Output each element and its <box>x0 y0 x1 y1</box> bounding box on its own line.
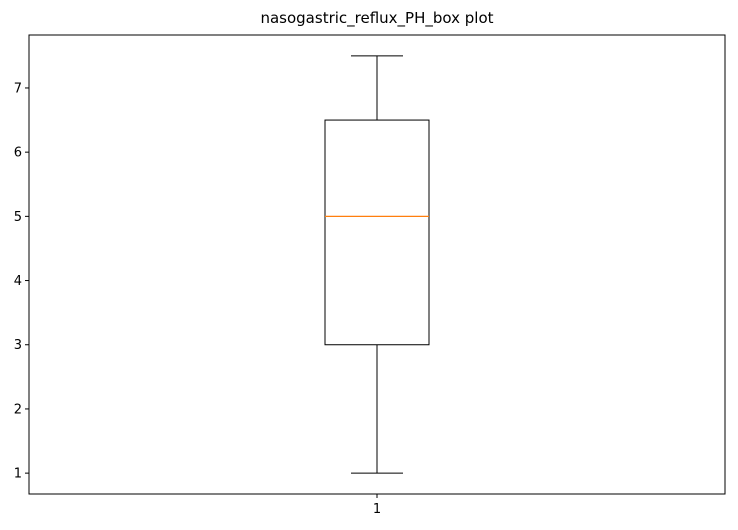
plot-area: 1 2 3 4 5 6 7 1 <box>14 34 726 517</box>
y-tick-label: 5 <box>14 210 22 225</box>
y-tick-label: 1 <box>14 467 22 482</box>
x-tick-label: 1 <box>373 502 381 517</box>
box <box>324 119 430 346</box>
y-tick-label: 2 <box>14 402 22 417</box>
y-tick-label: 3 <box>14 338 22 353</box>
y-tick-label: 6 <box>14 146 22 161</box>
chart-title: nasogastric_reflux_PH_box plot <box>260 9 493 28</box>
y-tick-label: 4 <box>14 274 22 289</box>
y-tick-label: 7 <box>14 81 22 96</box>
